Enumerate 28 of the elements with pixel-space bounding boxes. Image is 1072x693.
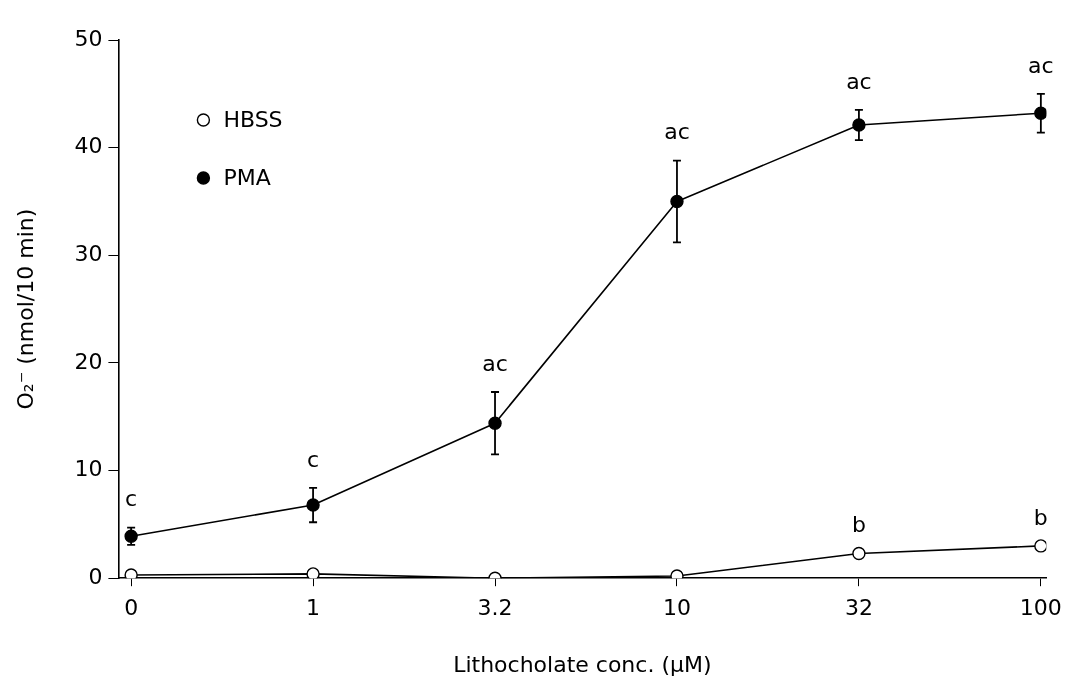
x-tick-label: 100 — [1019, 595, 1062, 621]
point — [1034, 539, 1047, 553]
point — [852, 546, 866, 561]
x-tick-label: 0 — [124, 595, 139, 621]
x-tick-label: 3.2 — [477, 595, 513, 621]
y-axis-title: O₂⁻ (nmol/10 min) — [12, 208, 38, 410]
annotation: ac — [1028, 52, 1054, 78]
y-tick-label: 40 — [74, 133, 103, 159]
annotation: ac — [482, 350, 508, 376]
y-tick-label: 10 — [74, 456, 103, 482]
x-tick-label: 10 — [662, 595, 691, 621]
annotation: b — [851, 512, 866, 538]
y-tick-label: 30 — [74, 241, 103, 266]
x-tick-label: 1 — [306, 595, 321, 621]
point — [124, 568, 138, 579]
y-tick-label: 50 — [74, 25, 103, 51]
annotation: b — [1033, 504, 1048, 530]
x-axis-title: Lithocholate conc. (μM) — [453, 651, 712, 677]
legend-label: HBSS — [223, 106, 283, 132]
point — [306, 567, 320, 579]
x-tick-label: 32 — [844, 595, 873, 621]
y-tick-label: 20 — [74, 348, 103, 374]
annotation: ac — [664, 119, 690, 145]
y-tick-label: 0 — [88, 563, 103, 589]
annotation: ac — [846, 68, 872, 94]
annotation: c — [125, 486, 138, 512]
legend-label: PMA — [223, 164, 271, 190]
annotation: c — [307, 446, 320, 472]
